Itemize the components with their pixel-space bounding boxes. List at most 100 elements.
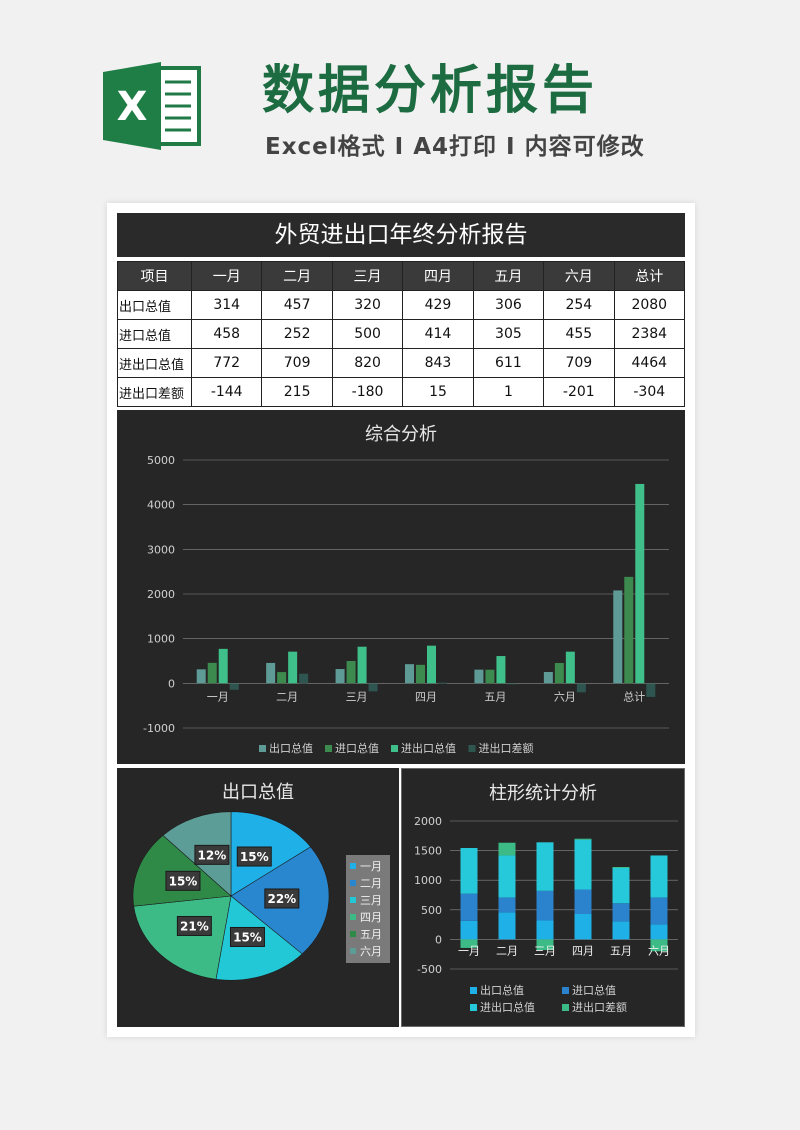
bar <box>646 683 656 697</box>
bar <box>485 669 495 684</box>
bar-segment <box>650 897 668 925</box>
legend-label: 五月 <box>360 928 382 941</box>
bar-segment <box>460 939 478 948</box>
legend-label: 进口总值 <box>335 741 379 755</box>
legend-swatch <box>562 1004 569 1011</box>
logo-letter: X <box>117 84 148 130</box>
bar <box>368 683 378 692</box>
bar <box>196 669 206 684</box>
legend-swatch <box>350 931 356 937</box>
bar-segment <box>498 855 516 898</box>
legend-label: 六月 <box>360 945 382 958</box>
bar <box>416 664 425 684</box>
table-cell: 772 <box>190 348 263 378</box>
table-cell: 15 <box>402 377 474 407</box>
data-label: 15% <box>240 850 269 864</box>
bar <box>427 645 436 684</box>
report-sheet: 外贸进出口年终分析报告 项目 一月 二月 三月 四月 五月 六月 总计 出口总值… <box>107 203 695 1037</box>
data-label: 21% <box>180 919 209 933</box>
excel-logo-icon: X <box>103 62 201 150</box>
data-table: 项目 一月 二月 三月 四月 五月 六月 总计 出口总值 314 457 320… <box>117 261 686 407</box>
table-cell: 455 <box>543 319 615 349</box>
legend-label: 出口总值 <box>269 741 313 755</box>
page-header: X 数据分析报告 Excel格式 I A4打印 I 内容可修改 <box>0 0 800 200</box>
bar <box>474 669 484 684</box>
bar <box>266 662 276 684</box>
bar-segment <box>574 838 592 840</box>
x-tick-label: 六月 <box>554 690 576 703</box>
y-tick-label: 0 <box>435 933 442 946</box>
table-header-cell: 总计 <box>613 261 686 291</box>
data-label: 22% <box>267 892 296 906</box>
legend-label: 三月 <box>360 894 382 907</box>
row-label: 进出口总值 <box>117 348 192 378</box>
bar <box>543 671 553 684</box>
legend-swatch <box>470 1004 477 1011</box>
legend-label: 进出口总值 <box>401 741 456 755</box>
x-tick-label: 三月 <box>534 944 556 957</box>
table-cell: 611 <box>472 348 545 378</box>
legend-label: 一月 <box>360 860 382 873</box>
combined-bar-chart: 5000 4000 3000 2000 1000 0 -1000 一月 二月 三月 四月 五月 六月 总计… <box>143 454 669 755</box>
table-cell: 709 <box>261 348 333 378</box>
legend-label: 进出口总值 <box>480 1000 535 1014</box>
y-tick-label: 3000 <box>147 543 175 556</box>
legend-swatch <box>350 948 356 954</box>
table-header-cell: 三月 <box>331 261 404 291</box>
table-cell: 320 <box>331 290 404 320</box>
bar <box>277 672 287 684</box>
bar-segment <box>650 855 668 898</box>
table-cell: 2080 <box>613 290 686 320</box>
pie-slice <box>133 895 232 980</box>
table-header-cell: 五月 <box>472 261 545 291</box>
bar-segment <box>498 897 516 913</box>
bar-segment <box>498 912 516 940</box>
bar <box>207 662 217 684</box>
row-label: 进口总值 <box>117 319 192 349</box>
y-tick-label: 4000 <box>147 499 175 512</box>
table-row: 进出口总值 772 709 820 843 611 709 4464 <box>117 348 686 378</box>
legend-swatch <box>350 897 356 903</box>
x-tick-label: 四月 <box>415 690 437 703</box>
legend-swatch <box>350 863 356 869</box>
bar-segment <box>612 921 630 940</box>
y-tick-label: 2000 <box>414 815 442 828</box>
y-tick-label: 5000 <box>147 454 175 467</box>
bar <box>624 576 634 684</box>
table-cell: 820 <box>331 348 404 378</box>
data-label-box <box>194 844 230 865</box>
table-cell: 457 <box>261 290 333 320</box>
bar <box>565 651 575 684</box>
bar <box>613 590 623 684</box>
x-tick-label: 一月 <box>207 690 229 703</box>
x-tick-label: 四月 <box>572 944 594 957</box>
data-label-box <box>229 926 265 947</box>
data-label: 15% <box>169 874 198 888</box>
bar <box>576 683 586 693</box>
table-cell: 4464 <box>613 348 686 378</box>
table-cell: 254 <box>543 290 615 320</box>
legend-swatch <box>391 745 398 752</box>
table-cell: 458 <box>190 319 263 349</box>
y-tick-label: 1000 <box>414 874 442 887</box>
data-label-box <box>176 915 212 936</box>
data-label-box <box>236 846 272 867</box>
x-tick-label: 总计 <box>623 689 645 703</box>
table-cell: 1 <box>472 377 545 407</box>
table-row: 进口总值 458 252 500 414 305 455 2384 <box>117 319 686 349</box>
legend-swatch <box>259 745 266 752</box>
legend-swatch <box>325 745 332 752</box>
table-header-row: 项目 一月 二月 三月 四月 五月 六月 总计 <box>117 261 686 291</box>
table-cell: 429 <box>402 290 474 320</box>
bar-segment <box>650 924 668 940</box>
bar-segment <box>612 867 630 904</box>
y-tick-label: -1000 <box>143 722 175 735</box>
x-tick-label: 二月 <box>276 690 298 703</box>
table-cell: 500 <box>331 319 404 349</box>
legend-label: 进出口差额 <box>572 1000 627 1014</box>
table-cell: 709 <box>543 348 615 378</box>
bar <box>229 683 239 690</box>
bar-segment <box>498 842 516 856</box>
table-header-cell: 一月 <box>190 261 263 291</box>
